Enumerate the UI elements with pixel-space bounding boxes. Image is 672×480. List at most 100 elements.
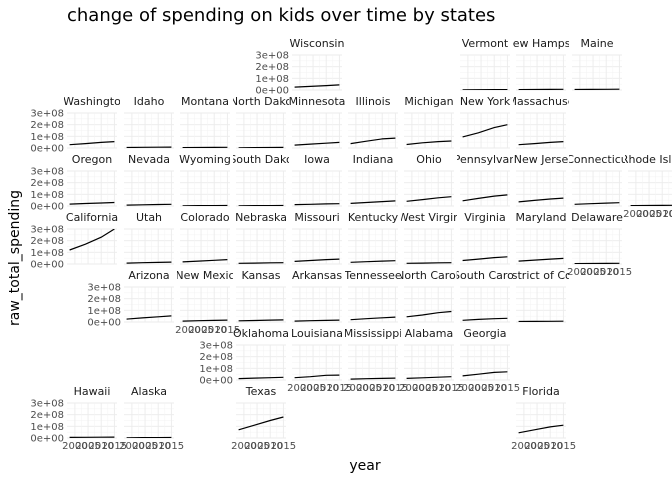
facet-panel: Kentucky <box>348 211 399 265</box>
x-tick-label: 2005 <box>300 383 325 394</box>
x-tick-label: 2010 <box>88 441 113 452</box>
facet-panels: Wisconsin0e+001e+082e+083e+08VermontNew … <box>30 37 672 452</box>
facet-grid <box>460 344 510 381</box>
series-line <box>294 84 340 88</box>
facet-grid <box>236 228 286 265</box>
y-tick-label: 1e+08 <box>30 248 64 259</box>
facet-panel: Colorado <box>180 211 230 265</box>
facet-strip-label: Arizona <box>128 269 169 282</box>
y-tick-label: 2e+08 <box>30 410 64 421</box>
facet-panel: Nebraska <box>235 211 287 265</box>
series-line <box>69 229 115 251</box>
facet-grid <box>236 112 286 149</box>
x-tick-label: 2015 <box>159 441 184 452</box>
facet-grid <box>516 54 566 91</box>
facet-strip-label: Georgia <box>463 327 506 340</box>
series-line <box>518 197 564 203</box>
x-tick-label: 2010 <box>201 325 226 336</box>
series-line <box>294 141 340 146</box>
facet-strip-label: New Mexic <box>175 269 234 282</box>
facet-grid <box>348 286 398 323</box>
facet-grid <box>124 402 174 439</box>
facet-panel: Utah <box>124 211 174 265</box>
facet-strip-label: Illinois <box>356 95 391 108</box>
x-tick-label: 2000 <box>455 383 480 394</box>
facet-grid <box>292 286 342 323</box>
x-tick-label: 2010 <box>481 383 506 394</box>
y-tick-label: 0e+00 <box>255 86 289 97</box>
facet-strip-label: Michigan <box>404 95 453 108</box>
facet-panel: New Hampsh <box>513 37 569 91</box>
series-line <box>406 262 452 264</box>
y-tick-label: 2e+08 <box>30 120 64 131</box>
facet-grid <box>180 170 230 207</box>
series-line <box>350 260 396 263</box>
y-tick-label: 0e+00 <box>30 202 64 213</box>
y-tick-label: 1e+08 <box>30 422 64 433</box>
facet-grid <box>292 54 342 91</box>
y-tick-label: 1e+08 <box>30 132 64 143</box>
facet-panel: New York <box>460 95 511 149</box>
facet-strip-label: South Dako <box>229 153 293 166</box>
facet-panel: Kansas <box>236 269 286 323</box>
series-line <box>406 196 452 202</box>
facet-grid <box>516 402 566 439</box>
facet-panel: Virginia <box>460 211 510 265</box>
x-tick-label: 2005 <box>188 325 213 336</box>
x-tick-label: 2000 <box>119 441 144 452</box>
facet-panel: Minnesota <box>289 95 345 149</box>
facet-panel: District of Colu <box>513 269 569 323</box>
series-line <box>406 310 452 318</box>
facet-grid <box>460 170 510 207</box>
facet-grid <box>124 170 174 207</box>
facet-panel: Arkansas <box>292 269 342 323</box>
x-tick-label: 2015 <box>102 441 127 452</box>
facet-strip-label: Virginia <box>464 211 505 224</box>
y-tick-label: 3e+08 <box>30 399 64 410</box>
facet-panel: West Virgin <box>401 211 457 265</box>
x-tick-label: 2005 <box>356 383 381 394</box>
facet-strip-label: Montana <box>181 95 229 108</box>
y-tick-label: 0e+00 <box>199 376 233 387</box>
series-line <box>350 316 396 321</box>
facet-strip-label: Washingto <box>63 95 121 108</box>
facet-grid <box>180 112 230 149</box>
facet-grid <box>572 54 622 91</box>
facet-grid <box>67 170 117 207</box>
y-tick-label: 3e+08 <box>87 283 121 294</box>
facet-strip-label: Ohio <box>416 153 442 166</box>
series-line <box>182 259 228 263</box>
y-tick-label: 2e+08 <box>30 236 64 247</box>
y-tick-label: 2e+08 <box>30 178 64 189</box>
x-tick-label: 2010 <box>593 267 618 278</box>
y-tick-label: 1e+08 <box>87 306 121 317</box>
facet-grid <box>572 170 622 207</box>
facet-grid <box>180 228 230 265</box>
x-tick-label: 2015 <box>439 383 464 394</box>
series-line <box>462 194 508 202</box>
facet-grid <box>348 170 398 207</box>
x-tick-label: 2015 <box>495 383 520 394</box>
series-line <box>518 257 564 262</box>
facet-grid <box>124 112 174 149</box>
series-line <box>350 200 396 204</box>
facet-strip-label: Delaware <box>571 211 623 224</box>
facet-grid <box>516 286 566 323</box>
facet-strip-label: North Caroli <box>396 269 462 282</box>
facet-panel: Idaho <box>124 95 174 149</box>
facet-panel: Maine <box>572 37 622 91</box>
facet-grid <box>404 228 454 265</box>
facet-strip-label: Oregon <box>72 153 112 166</box>
facet-grid <box>292 228 342 265</box>
series-line <box>462 317 508 321</box>
facet-panel: Iowa <box>292 153 342 207</box>
facet-panel: New Jerse <box>514 153 568 207</box>
facet-grid <box>460 54 510 91</box>
y-axis-title: raw_total_spending <box>7 190 23 326</box>
